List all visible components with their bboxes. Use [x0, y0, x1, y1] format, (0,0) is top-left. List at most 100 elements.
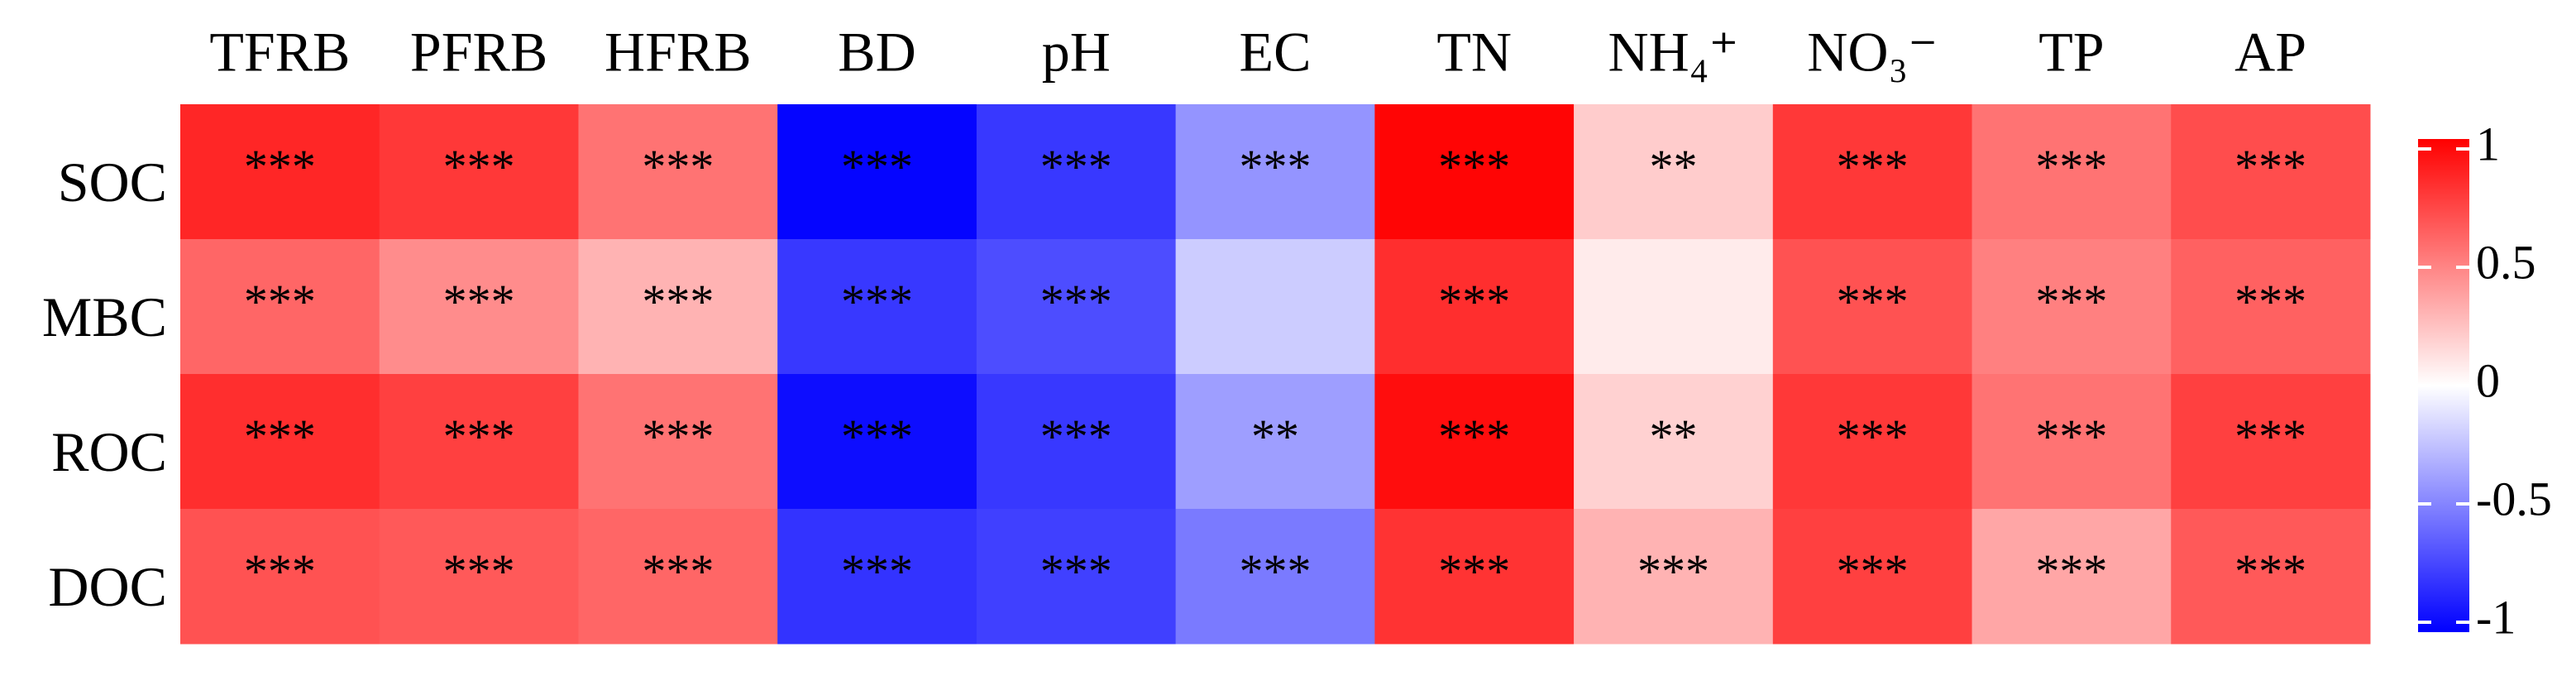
significance-label: ***: [642, 275, 714, 328]
heatmap-cell: [1374, 239, 1575, 375]
heatmap-cell: [578, 374, 778, 510]
heatmap-cell: [379, 509, 579, 645]
significance-label: ***: [1637, 544, 1709, 598]
heatmap-cell: [976, 104, 1177, 240]
heatmap-cell: [1772, 509, 1973, 645]
heatmap-cell: [1574, 509, 1774, 645]
x-tick-label: TFRB: [209, 21, 350, 84]
heatmap-cell: [1971, 509, 2172, 645]
heatmap-cell: [1574, 104, 1774, 240]
significance-label: ***: [1040, 275, 1112, 328]
significance-label: **: [1649, 410, 1697, 463]
x-tick-label: PFRB: [410, 21, 547, 84]
heatmap-cell: [578, 239, 778, 375]
x-tick-label: AP: [2234, 21, 2306, 84]
heatmap-cell: [1175, 239, 1375, 375]
heatmap-cell: [1772, 239, 1973, 375]
heatmap-cell: [379, 104, 579, 240]
x-tick-label: TP: [2038, 21, 2104, 84]
significance-label: ***: [443, 544, 515, 598]
heatmap-cell: [1971, 239, 2172, 375]
x-tick-label: EC: [1240, 21, 1312, 84]
x-tick-label: TN: [1436, 21, 1512, 84]
significance-label: ***: [1040, 410, 1112, 463]
heatmap-cell: [777, 239, 977, 375]
heatmap-cell: [1175, 509, 1375, 645]
significance-label: ***: [2035, 544, 2107, 598]
x-tick-label: NO₃⁻: [1807, 21, 1938, 84]
heatmap-cell: [1574, 374, 1774, 510]
x-tick-label: NH₄⁺: [1608, 21, 1739, 84]
heatmap-cell: [1374, 374, 1575, 510]
significance-label: ***: [642, 140, 714, 194]
heatmap-cell: [1175, 104, 1375, 240]
heatmap-cell: [777, 104, 977, 240]
significance-label: **: [1649, 140, 1697, 194]
significance-label: ***: [2234, 544, 2306, 598]
significance-label: ***: [2035, 275, 2107, 328]
heatmap-cell: [777, 374, 977, 510]
colorbar-tick-label: 1: [2476, 117, 2500, 170]
y-tick-label: ROC: [51, 420, 167, 483]
significance-label: ***: [642, 410, 714, 463]
significance-label: ***: [1240, 544, 1312, 598]
heatmap-cell: [1374, 509, 1575, 645]
heatmap-cell: [976, 374, 1177, 510]
significance-label: ***: [244, 544, 316, 598]
significance-label: ***: [2035, 140, 2107, 194]
significance-label: ***: [841, 544, 913, 598]
heatmap-cell: [578, 509, 778, 645]
heatmap-cell: [1374, 104, 1575, 240]
heatmap-cell: [976, 509, 1177, 645]
heatmap-cell: [180, 239, 380, 375]
significance-label: ***: [2234, 275, 2306, 328]
colorbar-tick-label: 0: [2476, 353, 2500, 407]
significance-label: ***: [443, 410, 515, 463]
heatmap-cell: [2171, 104, 2371, 240]
x-tick-label: pH: [1042, 21, 1111, 84]
significance-label: ***: [443, 275, 515, 328]
significance-label: **: [1251, 410, 1299, 463]
heatmap-cell: [180, 509, 380, 645]
heatmap-cell: [1574, 239, 1774, 375]
heatmap-cell: [379, 239, 579, 375]
significance-label: ***: [841, 140, 913, 194]
significance-label: ***: [1040, 140, 1112, 194]
significance-label: ***: [1438, 410, 1510, 463]
heatmap-cell: [1772, 104, 1973, 240]
heatmap-cell: [1971, 104, 2172, 240]
y-tick-label: DOC: [48, 555, 167, 618]
colorbar-tick-label: -0.5: [2476, 472, 2552, 525]
significance-label: ***: [1837, 275, 1909, 328]
significance-label: ***: [1438, 275, 1510, 328]
heatmap-cell: [1175, 374, 1375, 510]
significance-label: ***: [642, 544, 714, 598]
heatmap-cell: [1772, 374, 1973, 510]
heatmap-cell: [2171, 509, 2371, 645]
significance-label: ***: [1438, 140, 1510, 194]
significance-label: ***: [1837, 410, 1909, 463]
significance-label: ***: [1837, 140, 1909, 194]
significance-label: ***: [841, 275, 913, 328]
significance-label: ***: [244, 410, 316, 463]
heatmap-cell: [1971, 374, 2172, 510]
heatmap-cell: [180, 374, 380, 510]
significance-label: ***: [443, 140, 515, 194]
y-tick-label: MBC: [42, 285, 167, 348]
colorbar-tick-label: 0.5: [2476, 235, 2536, 289]
significance-label: ***: [841, 410, 913, 463]
heatmap-cell: [379, 374, 579, 510]
x-tick-label: BD: [838, 21, 915, 84]
significance-label: ***: [1240, 140, 1312, 194]
colorbar-tick-label: -1: [2476, 590, 2516, 644]
significance-label: ***: [1438, 544, 1510, 598]
heatmap-cell: [976, 239, 1177, 375]
significance-label: ***: [2234, 140, 2306, 194]
significance-label: ***: [2234, 410, 2306, 463]
heatmap-cell: [777, 509, 977, 645]
significance-label: ***: [2035, 410, 2107, 463]
significance-label: ***: [1040, 544, 1112, 598]
y-tick-label: SOC: [58, 151, 167, 213]
heatmap-cell: [578, 104, 778, 240]
